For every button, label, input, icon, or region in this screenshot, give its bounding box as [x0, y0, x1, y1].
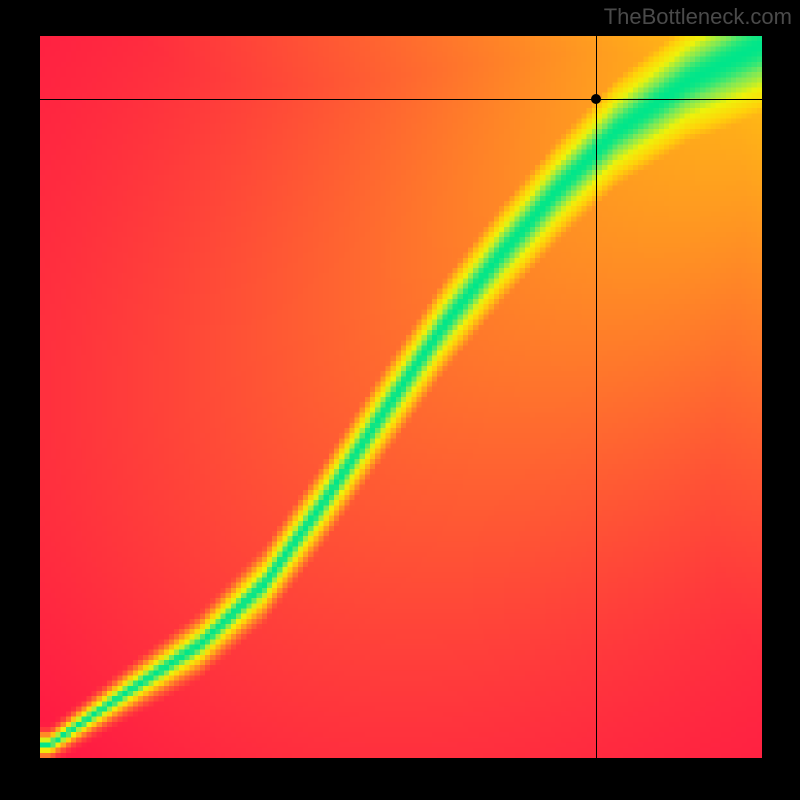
heatmap-plot: [40, 36, 762, 758]
watermark-text: TheBottleneck.com: [604, 4, 792, 30]
heatmap-canvas: [40, 36, 762, 758]
